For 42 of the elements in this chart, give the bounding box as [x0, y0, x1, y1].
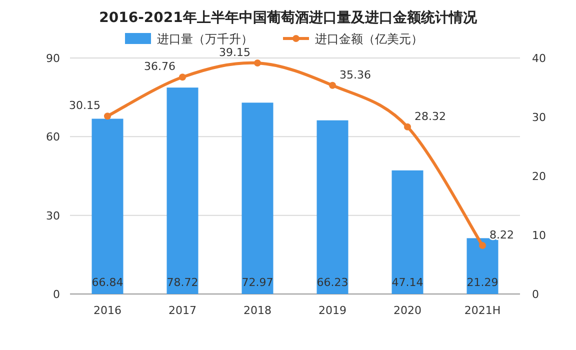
point [179, 74, 186, 81]
x-tick-label: 2019 [318, 304, 346, 317]
y2-tick-label: 20 [532, 170, 546, 183]
bar [166, 88, 198, 294]
y-tick-label: 90 [46, 52, 60, 65]
data-label: 66.84 [92, 276, 124, 289]
data-label: 28.32 [414, 110, 446, 123]
data-label: 78.72 [166, 276, 198, 289]
data-label: 21.29 [466, 276, 498, 289]
x-tick-label: 2021H [464, 304, 501, 317]
y-tick-label: 0 [53, 288, 60, 301]
bar [392, 170, 424, 294]
data-label: 36.76 [144, 60, 176, 74]
bar [316, 120, 348, 294]
point [404, 123, 411, 130]
point [104, 112, 111, 120]
data-label: 8.22 [490, 228, 514, 242]
y2-tick-label: 10 [532, 229, 546, 242]
point [479, 242, 486, 249]
x-tick-label: 2017 [168, 304, 196, 317]
bar [466, 238, 498, 294]
y2-tick-label: 30 [532, 111, 546, 124]
y2-tick-label: 0 [532, 288, 539, 301]
y-tick-label: 30 [46, 209, 60, 222]
chart-title: 2016-2021年上半年中国葡萄酒进口量及进口金额统计情况 [99, 9, 478, 26]
legend-label: 进口金额（亿美元） [315, 32, 423, 46]
point [329, 82, 336, 89]
y2-tick-label: 40 [532, 52, 546, 65]
point [254, 60, 261, 67]
data-label: 72.97 [242, 276, 274, 289]
data-label: 47.14 [392, 276, 424, 289]
data-label: 66.23 [316, 276, 348, 289]
bar [92, 118, 124, 294]
x-tick-label: 2020 [394, 304, 422, 317]
data-label: 30.15 [69, 99, 100, 112]
data-label: 35.36 [340, 68, 371, 82]
data-label: 39.15 [219, 46, 250, 60]
x-tick-label: 2018 [244, 304, 272, 317]
bar [242, 102, 274, 294]
legend-label: 进口量（万千升） [157, 32, 253, 46]
y-tick-label: 60 [46, 130, 60, 144]
x-tick-label: 2016 [94, 304, 122, 317]
